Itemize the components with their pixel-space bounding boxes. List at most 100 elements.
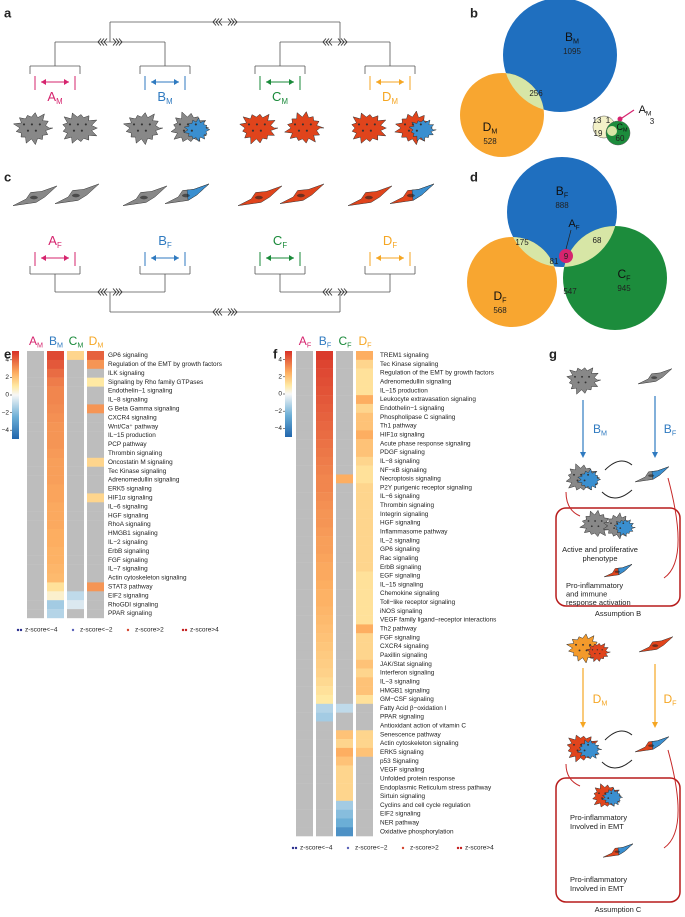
cell-spot	[583, 749, 586, 752]
nucleus	[652, 644, 659, 648]
row-label: IL−8 signaling	[108, 397, 148, 404]
label-main: A	[48, 233, 57, 248]
chevron	[230, 18, 235, 26]
chevron	[97, 38, 102, 46]
heat-cell	[296, 606, 313, 616]
label-sub: M	[281, 97, 288, 106]
heat-cell	[27, 555, 44, 565]
chevron	[322, 288, 327, 296]
heat-cell	[316, 668, 333, 678]
cell-spot	[599, 652, 601, 655]
heat-cell	[296, 650, 313, 660]
cell-spot	[594, 652, 596, 655]
heat-cell	[316, 421, 333, 431]
row-label: HIF1α signaling	[108, 495, 153, 502]
heat-cell	[316, 606, 333, 616]
box-text: response activation	[566, 598, 631, 607]
heat-cell	[87, 431, 104, 441]
label-sub: F	[626, 274, 631, 283]
heat-cell	[356, 827, 373, 837]
row-label: Phospholipase C signaling	[380, 414, 456, 421]
row-label: Tec Kinase signaling	[380, 361, 439, 368]
cell-spot	[144, 129, 147, 132]
heat-cell	[356, 721, 373, 731]
fibroblast-half	[617, 843, 634, 856]
heat-cell	[47, 448, 64, 458]
assumption-label: Assumption C	[595, 905, 642, 914]
heat-cell	[356, 606, 373, 616]
macrophage	[566, 367, 601, 395]
heat-cell	[47, 386, 64, 396]
cell-spot	[597, 525, 600, 528]
cell-spot	[373, 123, 376, 126]
row-label: Rac signaling	[380, 555, 419, 562]
panel-label: g	[549, 346, 557, 361]
heat-cell	[356, 650, 373, 660]
region-count: 175	[515, 238, 529, 247]
heat-cell	[316, 412, 333, 422]
set-label: DF	[493, 289, 507, 304]
heat-cell	[47, 493, 64, 503]
row-label: IL−15 signaling	[380, 581, 424, 588]
heat-cell	[296, 456, 313, 466]
heat-cell	[296, 518, 313, 528]
chevron	[212, 18, 217, 26]
label-main: C	[69, 334, 78, 348]
legend-dot	[181, 628, 185, 632]
chevron	[227, 308, 232, 316]
heat-cell	[296, 800, 313, 810]
label-sub: M	[166, 97, 173, 106]
heat-cell	[316, 827, 333, 837]
heat-cell	[356, 818, 373, 828]
heat-cell	[27, 475, 44, 485]
cell-spot	[581, 375, 583, 378]
heat-cell	[27, 404, 44, 414]
heat-cell	[47, 431, 64, 441]
chevron	[212, 308, 217, 316]
label-sub: M	[97, 341, 103, 350]
cell-spot	[613, 527, 615, 529]
heat-cell	[47, 520, 64, 530]
label-main: B	[593, 422, 601, 436]
panel-label: c	[4, 169, 11, 184]
heat-cell	[47, 546, 64, 556]
cell-spot	[616, 522, 618, 525]
group-label: BF	[158, 233, 172, 250]
heat-cell	[336, 359, 353, 369]
cell-spot	[68, 123, 72, 126]
chevron	[343, 38, 348, 46]
nucleus	[614, 570, 620, 573]
heat-cell	[87, 529, 104, 539]
curved-arrow	[565, 763, 581, 787]
row-label: IL−15 production	[380, 387, 428, 394]
label-sub: F	[564, 191, 569, 200]
heat-cell	[316, 624, 333, 634]
row-label: Necroptosis signaling	[380, 476, 441, 483]
nucleus	[254, 195, 263, 200]
heat-cell	[336, 386, 353, 396]
heat-cell	[296, 386, 313, 396]
chevron	[337, 288, 342, 296]
row-label: Actin cytoskeleton signaling	[108, 575, 187, 582]
heat-cell	[67, 431, 84, 441]
cell-spot	[610, 522, 612, 525]
row-label: Thrombin signaling	[108, 450, 162, 457]
legend-dot	[126, 628, 130, 632]
chevron	[322, 38, 327, 46]
box-text: Pro-inflammatory	[570, 875, 627, 884]
set-count: 1095	[563, 47, 581, 56]
heat-cell	[87, 386, 104, 396]
heat-cell	[316, 747, 333, 757]
heat-cell	[316, 721, 333, 731]
row-label: Acute phase response signaling	[380, 440, 471, 447]
heat-cell	[356, 412, 373, 422]
heat-cell	[47, 529, 64, 539]
heat-cell	[316, 518, 333, 528]
column-label: CF	[338, 334, 352, 349]
heat-cell	[316, 694, 333, 704]
heat-cell	[356, 395, 373, 405]
heat-cell	[316, 783, 333, 793]
heat-cell	[87, 484, 104, 494]
heat-cell	[296, 509, 313, 519]
cell-spot	[76, 123, 79, 126]
